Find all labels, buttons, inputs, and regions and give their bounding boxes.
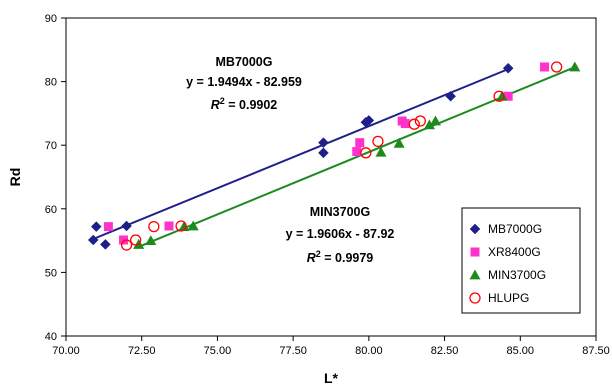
data-point-hlupg xyxy=(414,115,426,127)
x-tick-label: 75.00 xyxy=(204,345,232,357)
x-tick-label: 87.50 xyxy=(582,345,610,357)
x-tick-label: 85.00 xyxy=(507,345,535,357)
data-point-min3700g xyxy=(423,119,435,130)
x-tick-label: 77.50 xyxy=(279,345,307,357)
data-point-hlupg xyxy=(130,234,142,246)
data-point-min3700g xyxy=(393,137,405,148)
data-point-hlupg xyxy=(493,90,505,102)
data-point-hlupg xyxy=(372,135,384,148)
data-point-xr8400g xyxy=(540,62,550,72)
x-tick-label: 82.50 xyxy=(431,345,459,357)
legend-box xyxy=(461,207,581,314)
legend: MB7000G XR8400G MIN3700G HLUPG xyxy=(461,207,581,314)
data-point-hlupg xyxy=(408,118,420,130)
y-tick-label: 70 xyxy=(45,140,57,152)
data-point-hlupg xyxy=(175,220,187,232)
legend-label-hlupg: HLUPG xyxy=(488,291,529,305)
r2-value: = 0.9979 xyxy=(321,251,374,265)
r2-symbol: R xyxy=(307,251,316,265)
legend-marker-min3700g xyxy=(469,269,481,280)
r2-superscript: 2 xyxy=(220,96,225,106)
r2-superscript: 2 xyxy=(316,249,321,259)
x-tick-label: 72.50 xyxy=(128,345,156,357)
y-tick-label: 90 xyxy=(45,13,57,25)
y-tick-label: 40 xyxy=(45,331,57,343)
y-tick-label: 80 xyxy=(45,77,57,89)
data-point-xr8400g xyxy=(103,222,113,232)
legend-marker-xr8400g xyxy=(470,247,480,257)
data-point-hlupg xyxy=(550,61,563,73)
annotation-title-mb7000g: MB7000G xyxy=(216,55,273,69)
data-point-min3700g xyxy=(145,235,157,245)
data-point-mb7000g xyxy=(318,147,329,159)
data-point-mb7000g xyxy=(445,90,456,102)
data-point-mb7000g xyxy=(502,62,514,74)
y-tick-label: 60 xyxy=(45,204,57,216)
legend-label-min3700g: MIN3700G xyxy=(488,268,546,282)
data-point-mb7000g xyxy=(100,239,111,250)
legend-label-xr8400g: XR8400G xyxy=(488,245,541,259)
data-point-mb7000g xyxy=(87,234,99,246)
data-point-hlupg xyxy=(148,220,160,233)
data-point-xr8400g xyxy=(119,235,129,245)
data-point-min3700g xyxy=(569,61,581,72)
legend-marker-mb7000g xyxy=(469,223,481,235)
x-tick-label: 80.00 xyxy=(355,345,383,357)
data-point-min3700g xyxy=(429,115,441,126)
data-point-min3700g xyxy=(178,221,190,232)
data-point-hlupg xyxy=(360,147,372,159)
data-point-xr8400g xyxy=(355,138,365,148)
r2-value: = 0.9902 xyxy=(225,98,278,112)
annotation-r2-min3700g: R2 = 0.9979 xyxy=(307,249,374,265)
data-point-xr8400g xyxy=(503,91,513,101)
data-point-mb7000g xyxy=(90,221,102,232)
data-point-min3700g xyxy=(375,146,387,157)
r2-symbol: R xyxy=(211,98,220,112)
y-tick-label: 50 xyxy=(45,267,57,279)
annotation-equation-mb7000g: y = 1.9494x - 82.959 xyxy=(186,75,302,89)
annotation-title-min3700g: MIN3700G xyxy=(310,205,370,219)
x-tick-label: 70.00 xyxy=(52,345,80,357)
annotation-r2-mb7000g: R2 = 0.9902 xyxy=(211,96,278,112)
y-axis-title: Rd xyxy=(7,168,23,187)
trendline-mb7000g xyxy=(92,68,509,240)
data-point-min3700g xyxy=(187,220,199,231)
legend-label-mb7000g: MB7000G xyxy=(488,222,542,236)
x-axis-title: L* xyxy=(324,370,339,386)
data-point-xr8400g xyxy=(164,221,174,231)
data-point-min3700g xyxy=(496,90,508,101)
data-point-xr8400g xyxy=(352,147,362,157)
annotation-equation-min3700g: y = 1.9606x - 87.92 xyxy=(286,227,395,241)
data-point-mb7000g xyxy=(121,220,132,232)
data-point-xr8400g xyxy=(400,119,410,129)
data-point-mb7000g xyxy=(363,115,375,126)
data-point-hlupg xyxy=(120,239,133,251)
legend-marker-hlupg xyxy=(469,292,481,304)
